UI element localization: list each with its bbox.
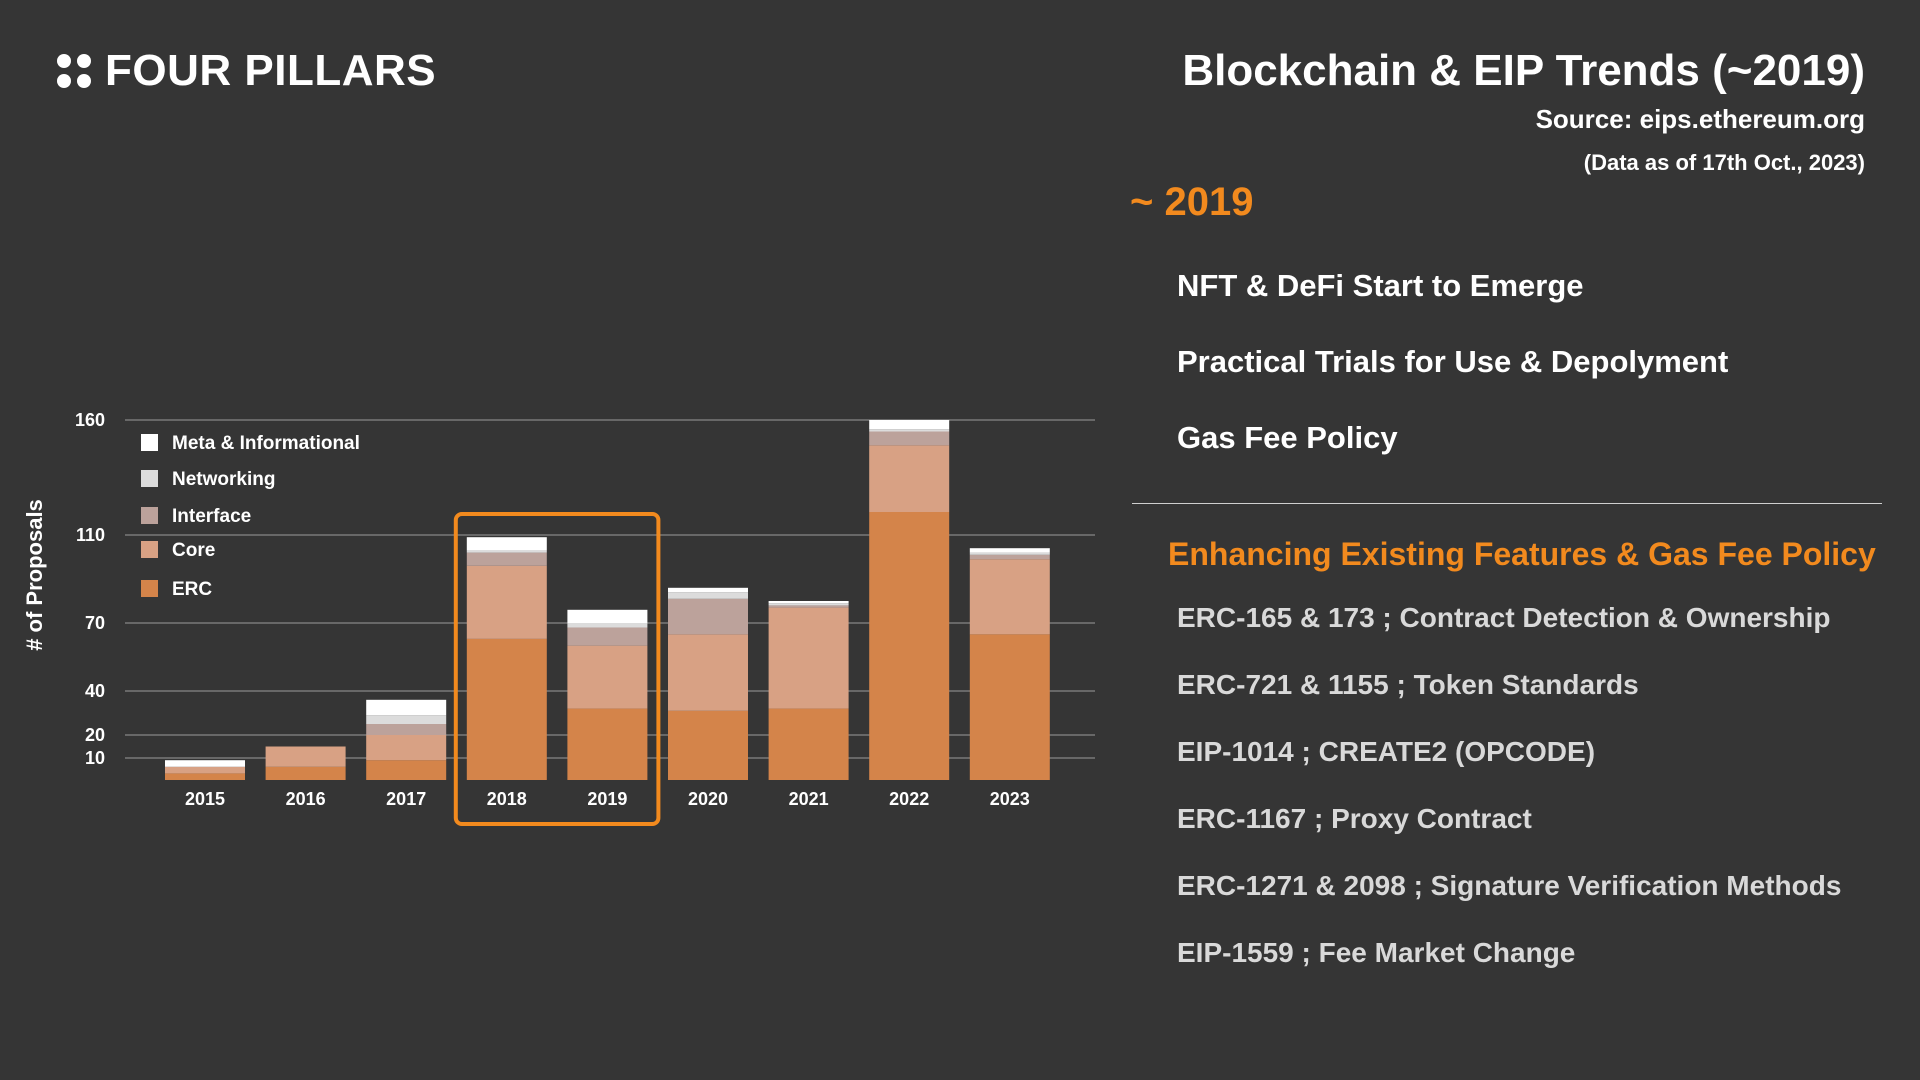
eip-item-2: ERC-721 & 1155 ; Token Standards xyxy=(1177,669,1639,700)
legend-label: ERC xyxy=(172,579,212,600)
y-tick-label: 10 xyxy=(85,748,105,768)
bar-segment-erc-2016 xyxy=(265,766,346,780)
bar-segment-core-2016 xyxy=(265,746,346,767)
y-tick-label: 160 xyxy=(75,410,105,430)
bar-segment-networking-2022 xyxy=(869,429,950,432)
legend-swatch-erc xyxy=(141,580,158,597)
bar-segment-meta-informational-2021 xyxy=(768,601,849,604)
eip-item-4: ERC-1167 ; Proxy Contract xyxy=(1177,803,1532,834)
bar-segment-erc-2019 xyxy=(567,708,648,780)
legend-swatch-networking xyxy=(141,470,158,487)
bar-segment-core-2022 xyxy=(869,445,950,512)
bar-segment-erc-2018 xyxy=(466,638,547,780)
bar-segment-core-2015 xyxy=(165,766,245,774)
features-heading: Enhancing Existing Features & Gas Fee Po… xyxy=(1168,536,1876,572)
y-tick-label: 20 xyxy=(85,725,105,745)
x-tick-label-2017: 2017 xyxy=(386,789,426,809)
eip-item-3: EIP-1014 ; CREATE2 (OPCODE) xyxy=(1177,736,1596,767)
era-label: ~ 2019 xyxy=(1130,180,1254,224)
trend-item-2: Practical Trials for Use & Depolyment xyxy=(1177,344,1729,379)
bar-segment-interface-2020 xyxy=(668,598,748,635)
bar-segment-meta-informational-2018 xyxy=(466,537,547,551)
bar-segment-interface-2022 xyxy=(869,431,950,446)
bar-segment-networking-2018 xyxy=(466,550,547,553)
page-title: Blockchain & EIP Trends (~2019) xyxy=(1182,46,1865,95)
brand-name: FOUR PILLARS xyxy=(105,46,437,95)
x-tick-label-2022: 2022 xyxy=(889,789,929,809)
logo-dots-icon xyxy=(57,54,91,88)
legend-label: Interface xyxy=(172,506,251,527)
bar-segment-networking-2020 xyxy=(668,592,748,599)
x-tick-label-2020: 2020 xyxy=(688,789,728,809)
legend-swatch-core xyxy=(141,541,158,558)
bar-segment-networking-2021 xyxy=(768,603,849,606)
bar-segment-meta-informational-2022 xyxy=(869,420,950,430)
y-tick-label: 40 xyxy=(85,681,105,701)
bar-segment-networking-2017 xyxy=(366,715,447,724)
x-tick-label-2015: 2015 xyxy=(185,789,225,809)
bar-segment-meta-informational-2015 xyxy=(165,760,245,767)
bar-segment-erc-2017 xyxy=(366,760,447,780)
bar-segment-core-2018 xyxy=(466,565,547,639)
bar-segment-meta-informational-2017 xyxy=(366,699,447,716)
trend-item-1: NFT & DeFi Start to Emerge xyxy=(1177,268,1584,303)
eip-bar-chart: # of Proposals 10 20 40 70 110 160 2015 2016 20… xyxy=(22,410,1095,826)
bar-segment-networking-2019 xyxy=(567,623,648,628)
bar-segment-meta-informational-2023 xyxy=(969,548,1050,553)
x-tick-label-2019: 2019 xyxy=(587,789,627,809)
x-tick-label-2021: 2021 xyxy=(789,789,829,809)
legend-label: Core xyxy=(172,540,215,561)
bar-segment-interface-2017 xyxy=(366,724,447,735)
legend-label: Meta & Informational xyxy=(172,433,360,454)
bar-segment-interface-2021 xyxy=(768,605,849,608)
trend-item-3: Gas Fee Policy xyxy=(1177,420,1398,455)
bar-segment-erc-2022 xyxy=(869,512,950,780)
bar-segment-erc-2015 xyxy=(165,773,245,780)
y-tick-label: 70 xyxy=(85,613,105,633)
eip-item-1: ERC-165 & 173 ; Contract Detection & Own… xyxy=(1177,602,1831,633)
bar-segment-core-2023 xyxy=(969,559,1050,635)
x-tick-label-2018: 2018 xyxy=(487,789,527,809)
legend-swatch-interface xyxy=(141,507,158,524)
bar-segment-interface-2018 xyxy=(466,552,547,566)
bar-segment-erc-2020 xyxy=(668,710,748,780)
eip-item-5: ERC-1271 & 2098 ; Signature Verification… xyxy=(1177,870,1842,901)
data-date-note: (Data as of 17th Oct., 2023) xyxy=(1583,150,1865,175)
bar-segment-meta-informational-2019 xyxy=(567,609,648,623)
bar-segment-core-2021 xyxy=(768,607,849,709)
highlight-box-2018-2019 xyxy=(453,512,661,826)
y-tick-label: 110 xyxy=(76,525,105,545)
eip-item-6: EIP-1559 ; Fee Market Change xyxy=(1177,937,1576,968)
x-tick-label-2016: 2016 xyxy=(286,789,326,809)
bar-segment-networking-2023 xyxy=(969,552,1050,555)
bar-segment-interface-2023 xyxy=(969,554,1050,560)
source-note: Source: eips.ethereum.org xyxy=(1535,104,1865,134)
legend-label: Networking xyxy=(172,469,275,490)
bar-segment-core-2017 xyxy=(366,735,447,761)
bar-segment-erc-2023 xyxy=(969,634,1050,780)
section-divider xyxy=(1132,503,1882,504)
bar-segment-meta-informational-2020 xyxy=(668,587,748,593)
bar-segment-core-2019 xyxy=(567,645,648,709)
bar-segment-interface-2019 xyxy=(567,627,648,646)
x-tick-label-2023: 2023 xyxy=(990,789,1030,809)
brand-logo: FOUR PILLARS xyxy=(57,46,436,96)
bar-segment-erc-2021 xyxy=(768,708,849,780)
y-axis-label: # of Proposals xyxy=(22,499,47,651)
legend-swatch-meta-informational xyxy=(141,434,158,451)
bar-segment-core-2020 xyxy=(668,634,748,711)
